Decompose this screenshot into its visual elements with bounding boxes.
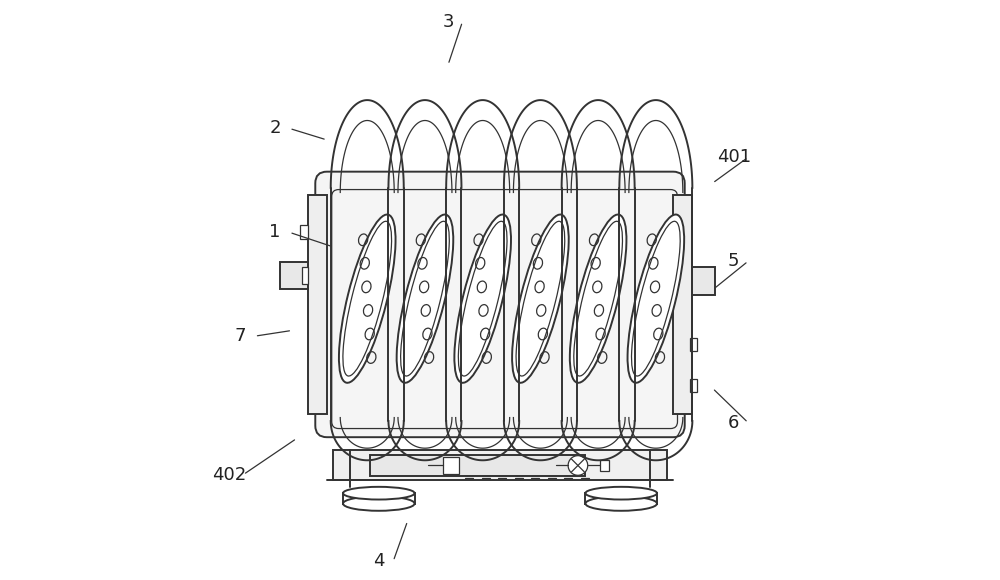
Text: 1: 1 <box>269 223 281 241</box>
Bar <box>690 339 697 351</box>
Text: 402: 402 <box>212 466 246 484</box>
Circle shape <box>568 456 588 475</box>
Ellipse shape <box>585 487 657 499</box>
Text: 401: 401 <box>717 148 751 166</box>
Bar <box>692 267 715 295</box>
Ellipse shape <box>454 215 511 383</box>
Bar <box>600 460 609 471</box>
Bar <box>690 379 697 392</box>
Bar <box>302 267 308 284</box>
Bar <box>308 195 327 414</box>
Bar <box>300 226 308 239</box>
Bar <box>280 262 308 289</box>
Bar <box>370 455 585 476</box>
Text: 2: 2 <box>269 119 281 137</box>
Text: 5: 5 <box>728 252 740 270</box>
Ellipse shape <box>397 215 453 383</box>
Bar <box>333 451 667 480</box>
Ellipse shape <box>339 215 396 383</box>
Bar <box>443 458 459 473</box>
Ellipse shape <box>570 215 626 383</box>
Bar <box>343 493 415 503</box>
Text: 7: 7 <box>235 327 246 345</box>
FancyBboxPatch shape <box>315 172 685 437</box>
Text: 4: 4 <box>373 552 385 570</box>
Bar <box>585 493 657 503</box>
Bar <box>673 195 692 414</box>
Ellipse shape <box>512 215 569 383</box>
Ellipse shape <box>585 496 657 511</box>
Text: 3: 3 <box>442 13 454 31</box>
Text: 6: 6 <box>728 414 739 432</box>
Ellipse shape <box>628 215 684 383</box>
Ellipse shape <box>343 487 415 499</box>
Ellipse shape <box>343 496 415 511</box>
